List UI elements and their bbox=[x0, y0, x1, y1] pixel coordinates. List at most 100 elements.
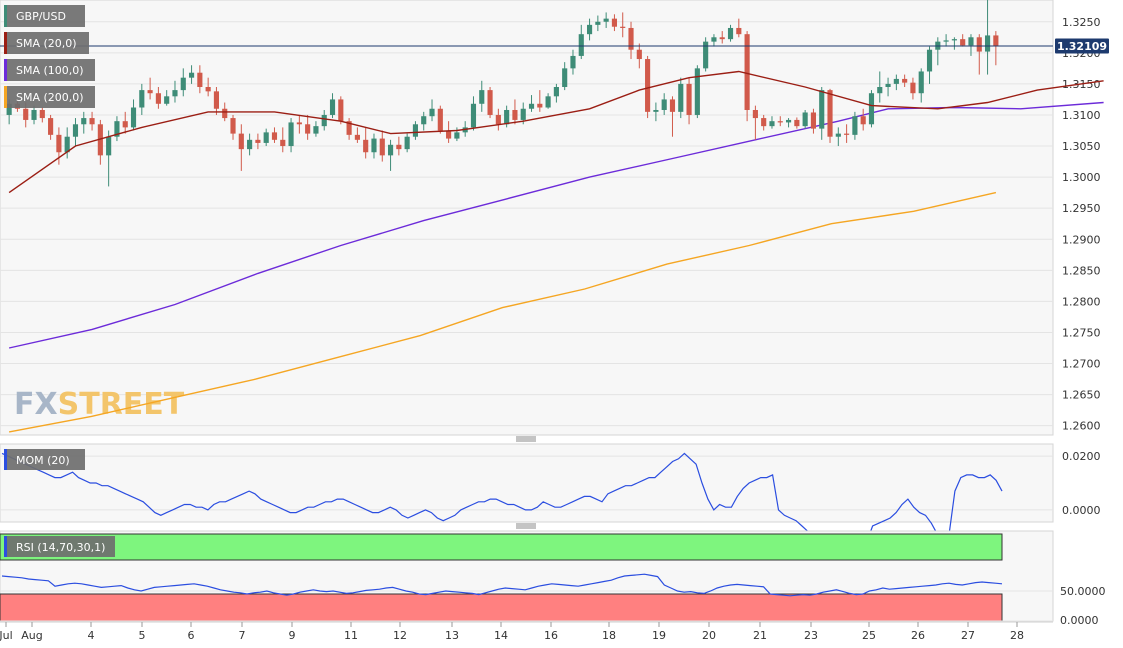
candle-body bbox=[106, 136, 112, 156]
candle-body bbox=[454, 132, 460, 139]
watermark-part-1: FX bbox=[14, 387, 58, 422]
panel-resize-handle-2[interactable] bbox=[516, 523, 536, 529]
rsi-line bbox=[1, 573, 1003, 597]
candle-body bbox=[703, 41, 709, 69]
momentum-axis-ticks: 0.0200 0.0000 bbox=[1062, 450, 1101, 517]
price-tick-label: 1.3100 bbox=[1062, 109, 1101, 122]
price-tick-label: 1.2950 bbox=[1062, 202, 1101, 215]
price-tick-label: 1.2800 bbox=[1062, 295, 1101, 308]
candle-body bbox=[868, 93, 875, 125]
candle-body bbox=[586, 24, 593, 35]
candle-body bbox=[48, 118, 54, 135]
panel-resize-handle-1[interactable] bbox=[516, 436, 536, 442]
candle-body bbox=[628, 27, 634, 50]
candle-body bbox=[421, 116, 427, 125]
candle-body bbox=[222, 108, 228, 119]
price-panel-background bbox=[0, 0, 1054, 436]
candle-body bbox=[39, 109, 45, 119]
legend-sma-200[interactable]: SMA (200,0) bbox=[4, 86, 95, 108]
candle-body bbox=[885, 83, 891, 87]
current-price-tag bbox=[1055, 38, 1109, 54]
candle-body bbox=[553, 87, 559, 97]
legend-rsi[interactable]: RSI (14,70,30,1) bbox=[4, 536, 115, 557]
candle-body bbox=[528, 103, 535, 109]
candle-body bbox=[280, 139, 286, 147]
rsi-tick-label: 0.0000 bbox=[1060, 614, 1099, 627]
candle-body bbox=[512, 109, 518, 120]
momentum-panel: 0.0200 0.0000 MOM (20) bbox=[0, 443, 1101, 557]
time-tick-label: 6 bbox=[188, 629, 195, 642]
candle-body bbox=[562, 68, 568, 87]
candle-body bbox=[6, 103, 12, 115]
legend-sma-100-label: SMA (100,0) bbox=[16, 64, 84, 77]
price-panel: 1.32501.32001.31501.31001.30501.30001.29… bbox=[0, 0, 1109, 436]
legend-momentum-background bbox=[4, 449, 85, 470]
candle-body bbox=[910, 82, 916, 94]
candle-body bbox=[338, 99, 344, 122]
sma-20-path bbox=[8, 70, 1104, 194]
time-tick-label: 20 bbox=[702, 629, 716, 642]
price-grid bbox=[0, 21, 1053, 427]
time-tick-label: 26 bbox=[911, 629, 925, 642]
candle-body bbox=[97, 124, 103, 156]
legend-gbpusd[interactable]: GBP/USD bbox=[4, 5, 85, 27]
candle-body bbox=[976, 37, 982, 52]
time-tick-label: 5 bbox=[139, 629, 146, 642]
candle-body bbox=[56, 134, 62, 153]
candle-body bbox=[603, 18, 609, 22]
legend-momentum[interactable]: MOM (20) bbox=[4, 449, 85, 470]
candle-body bbox=[313, 126, 319, 134]
time-tick-label: 28 bbox=[1010, 629, 1024, 642]
candle-body bbox=[611, 18, 618, 27]
legend-rsi-label: RSI (14,70,30,1) bbox=[16, 541, 105, 554]
candle-body bbox=[802, 112, 808, 127]
candle-body bbox=[761, 118, 767, 127]
legend-sma-200-background bbox=[4, 86, 95, 108]
candle-body bbox=[636, 49, 642, 60]
time-tick-label: 14 bbox=[494, 629, 508, 642]
price-tick-label: 1.2900 bbox=[1062, 233, 1101, 246]
sma-200-path bbox=[8, 191, 997, 433]
candle-body bbox=[230, 118, 236, 134]
candle-body bbox=[263, 132, 269, 143]
candle-body bbox=[23, 108, 29, 120]
candle-body bbox=[877, 87, 883, 94]
legend-sma-20[interactable]: SMA (20,0) bbox=[4, 32, 89, 54]
candle-body bbox=[902, 78, 908, 83]
candle-body bbox=[213, 91, 220, 109]
time-tick-label: 7 bbox=[239, 629, 246, 642]
price-tick-label: 1.2850 bbox=[1062, 264, 1101, 277]
candle-body bbox=[114, 121, 120, 137]
candle-body bbox=[495, 114, 501, 125]
candle-body bbox=[719, 37, 725, 40]
candle-body bbox=[180, 77, 186, 91]
watermark-logo: FXSTREET bbox=[14, 387, 185, 422]
candle-body bbox=[130, 107, 137, 128]
candle-body bbox=[172, 90, 178, 97]
candle-body bbox=[844, 133, 850, 135]
candle-body bbox=[653, 109, 659, 112]
candle-body bbox=[429, 108, 435, 117]
candle-body bbox=[271, 132, 278, 140]
candle-body bbox=[487, 90, 493, 115]
candle-body bbox=[197, 72, 203, 87]
candle-body bbox=[387, 144, 394, 156]
rsi-axis-ticks: 50.0000 0.0000 bbox=[1060, 585, 1106, 627]
time-tick-label: Aug bbox=[21, 629, 42, 642]
time-tick-label: 9 bbox=[289, 629, 296, 642]
candle-body bbox=[363, 139, 369, 153]
candle-body bbox=[31, 109, 37, 120]
time-tick-label: 25 bbox=[862, 629, 876, 642]
legend-sma-100[interactable]: SMA (100,0) bbox=[4, 59, 95, 81]
rsi-overbought-zone bbox=[0, 533, 1003, 561]
candle-body bbox=[960, 39, 966, 46]
legend-sma-20-label: SMA (20,0) bbox=[16, 37, 77, 50]
candle-body bbox=[139, 90, 145, 108]
candle-body bbox=[346, 121, 352, 135]
candle-body bbox=[819, 90, 825, 129]
candle-body bbox=[645, 59, 651, 112]
candle-body bbox=[810, 112, 817, 129]
candle-body bbox=[727, 27, 734, 40]
candle-body bbox=[993, 35, 999, 46]
